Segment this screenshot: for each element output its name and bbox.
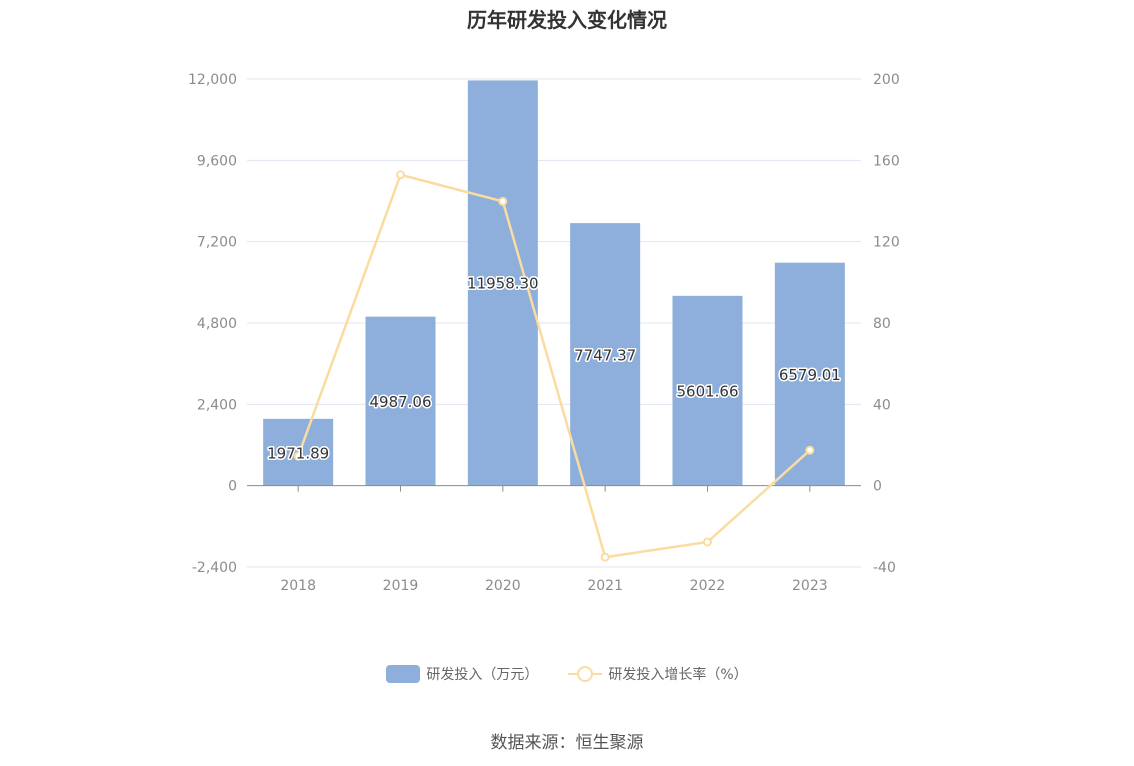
- bar-data-label: 11958.30: [467, 274, 539, 292]
- y-right-tick-label: -40: [873, 560, 896, 576]
- growth-rate-point-2020: [498, 196, 508, 206]
- x-tick-label: 2022: [690, 578, 726, 594]
- x-tick-label: 2019: [383, 578, 419, 594]
- legend-swatch-bar: [386, 665, 421, 683]
- legend-label-growth-rate: 研发投入增长率（%）: [608, 667, 748, 683]
- x-tick-label: 2018: [280, 578, 316, 594]
- legend-swatch-line: [568, 665, 603, 683]
- y-left-tick-label: 7,200: [197, 235, 237, 251]
- x-tick-label: 2021: [587, 578, 623, 594]
- growth-rate-line: [296, 173, 811, 559]
- y-left-tick-label: 2,400: [197, 397, 237, 413]
- legend-item-rd-investment[interactable]: 研发投入（万元）: [386, 664, 538, 684]
- x-tick-label: 2020: [485, 578, 521, 594]
- y-right-tick-label: 80: [873, 316, 891, 332]
- bar-data-label: 7747.37: [574, 346, 636, 364]
- y-left-tick-label: 4,800: [197, 316, 237, 332]
- y-right-tick-label: 120: [873, 235, 900, 251]
- bar-data-label: 4987.06: [369, 393, 431, 411]
- bar-data-label: 1971.89: [267, 444, 329, 462]
- y-left-tick-label: 12,000: [188, 72, 237, 88]
- y-left-tick-label: -2,400: [192, 560, 237, 576]
- growth-rate-point-2019: [396, 170, 405, 180]
- bar-data-label: 5601.66: [676, 383, 738, 401]
- legend-label-rd-investment: 研发投入（万元）: [426, 667, 539, 683]
- y-left-tick-label: 9,600: [197, 153, 237, 169]
- y-right-tick-label: 160: [873, 153, 900, 169]
- legend-item-growth-rate[interactable]: 研发投入增长率（%）: [568, 664, 748, 684]
- growth-rate-point-2018: [293, 451, 303, 461]
- growth-rate-point-2023: [805, 445, 815, 455]
- bar-2019: [365, 316, 436, 486]
- y-left-tick-label: 0: [228, 479, 237, 495]
- growth-rate-point-2022: [703, 537, 712, 547]
- growth-rate-point-2021: [600, 552, 610, 562]
- bar-2022: [672, 295, 743, 486]
- x-tick-label: 2023: [792, 578, 828, 594]
- chart-legend: 研发投入（万元） 研发投入增长率（%）: [0, 664, 1134, 684]
- y-right-tick-label: 40: [873, 397, 891, 413]
- bar-2021: [570, 223, 641, 486]
- y-right-tick-label: 200: [873, 72, 900, 88]
- data-source-note: 数据来源：恒生聚源: [490, 733, 644, 753]
- bar-data-label: 6579.01: [779, 366, 841, 384]
- chart-title: 历年研发投入变化情况: [467, 8, 667, 32]
- y-right-tick-label: 0: [873, 479, 882, 495]
